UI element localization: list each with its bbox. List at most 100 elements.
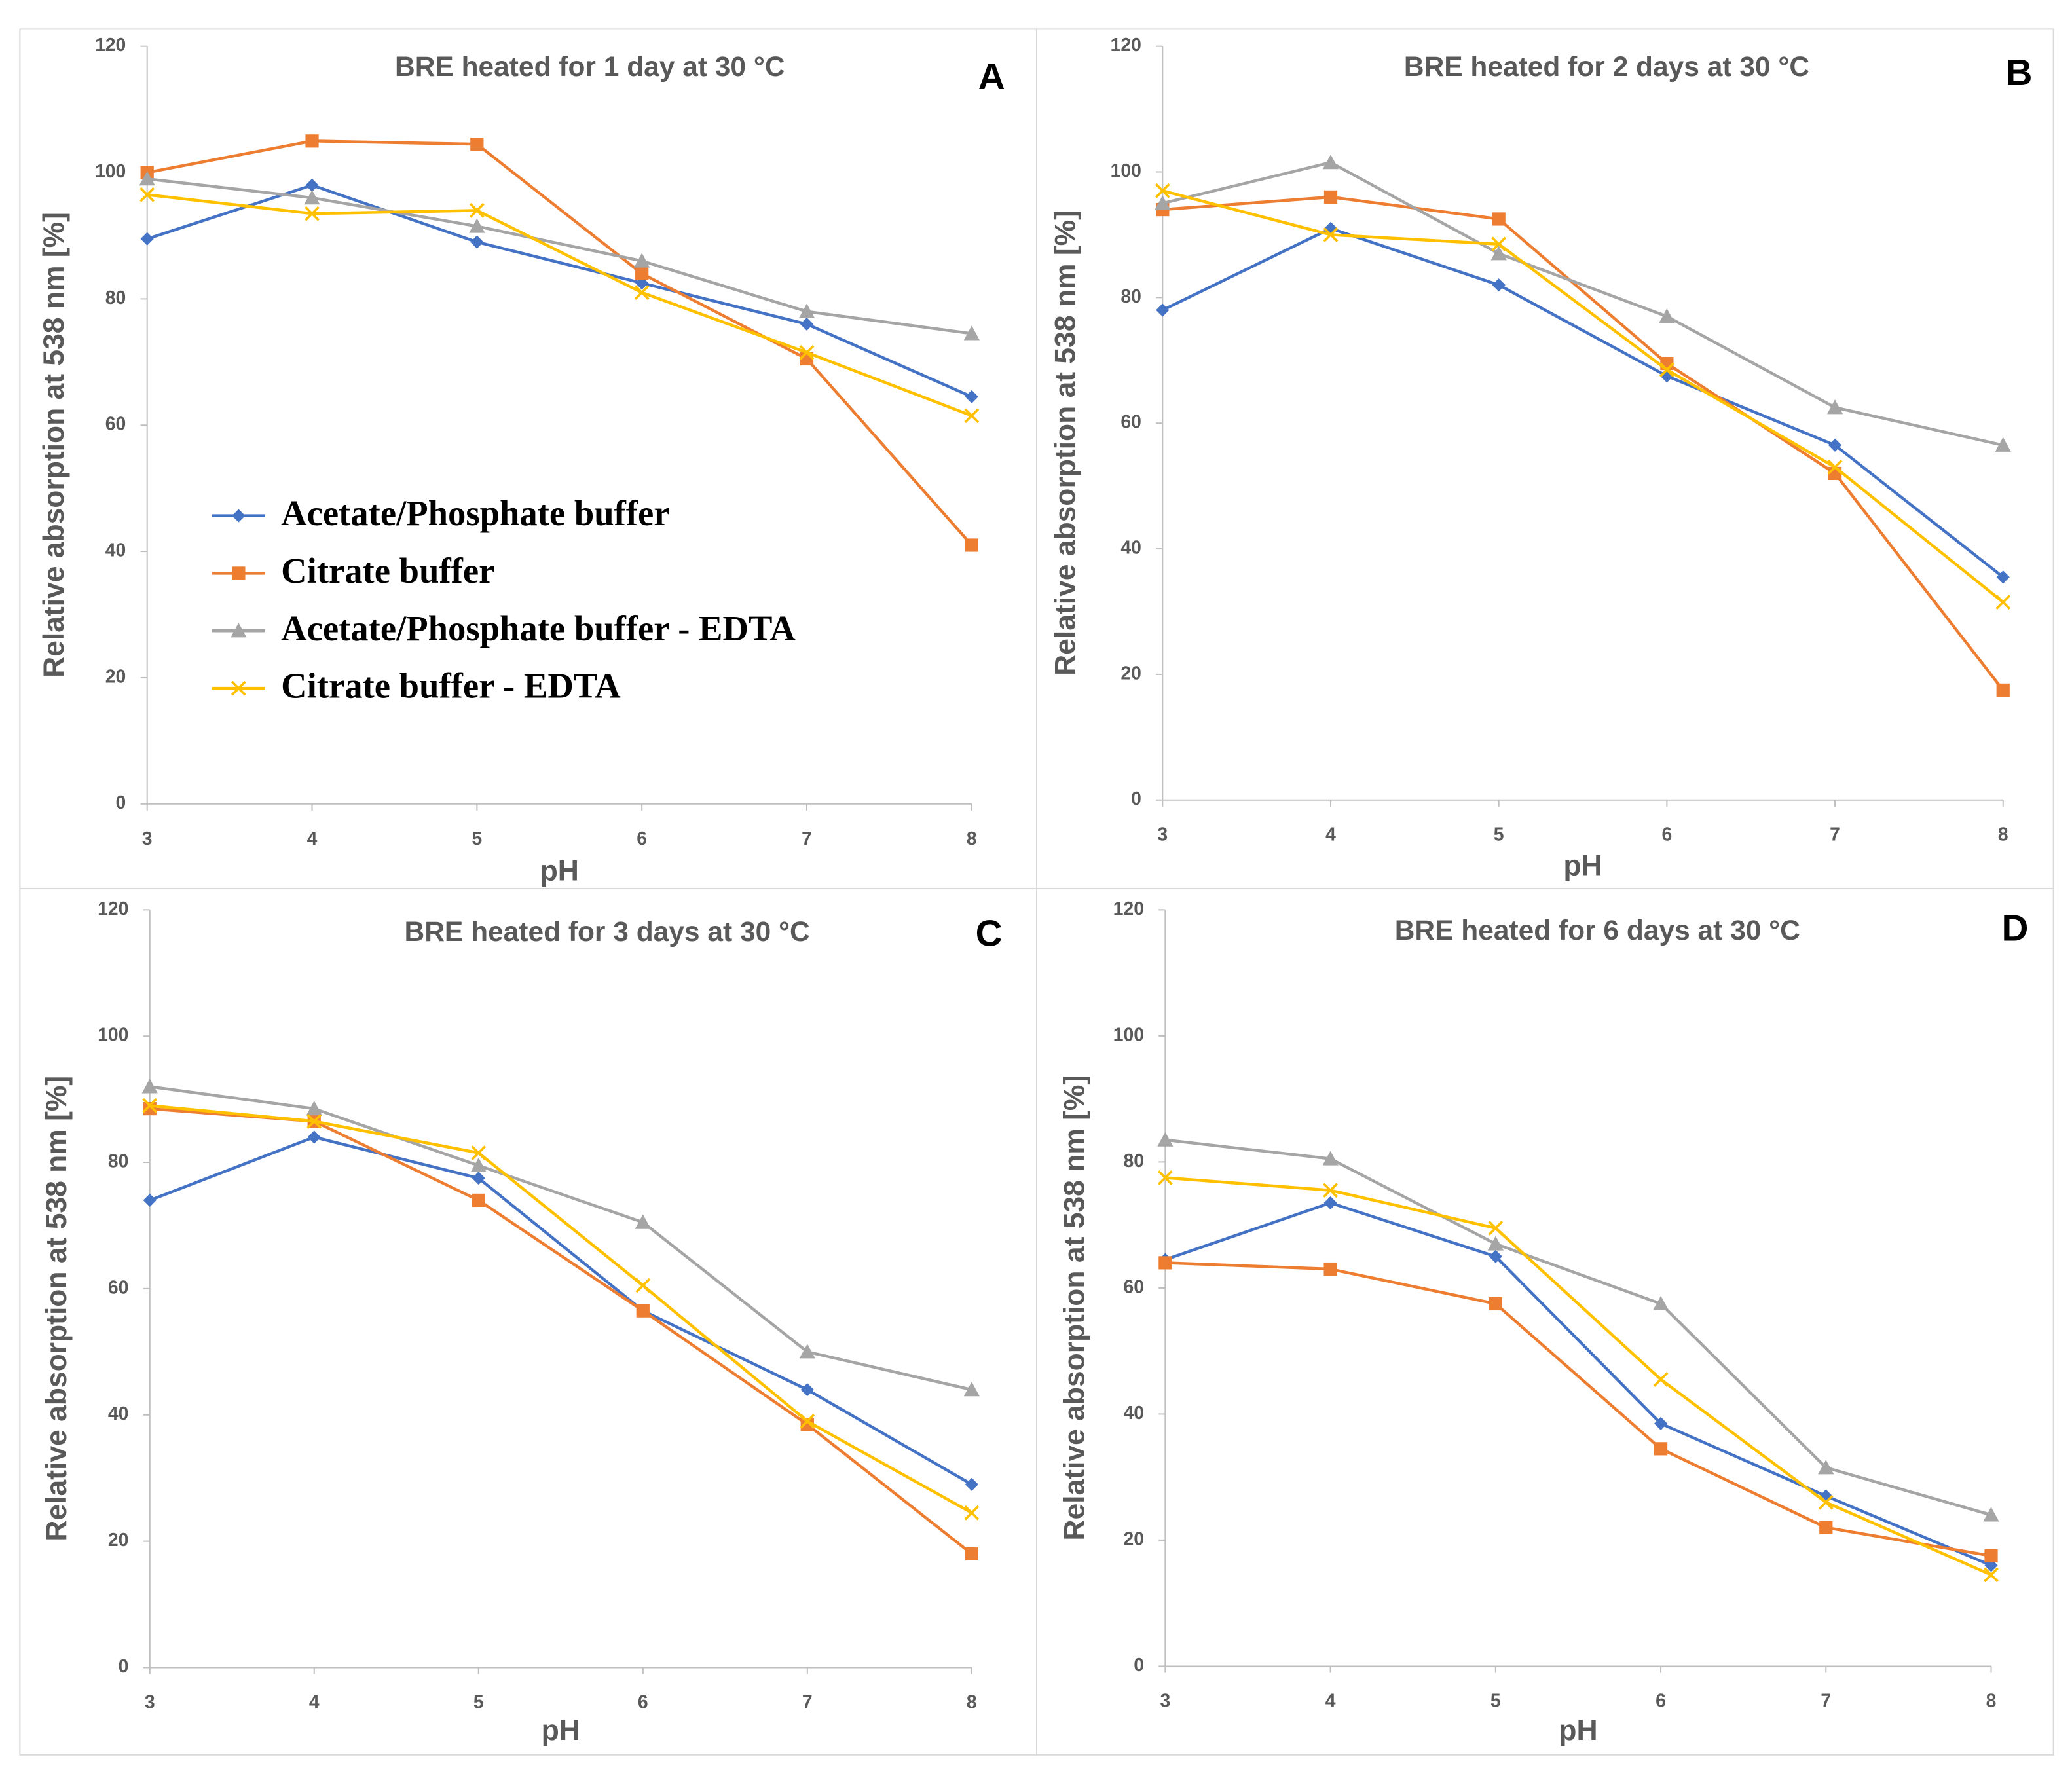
y-tick-label: 0 <box>1134 1654 1144 1675</box>
y-tick-label: 80 <box>108 1151 129 1172</box>
marker <box>965 1477 978 1491</box>
series-line <box>149 1104 972 1515</box>
x-tick-label: 4 <box>307 828 318 849</box>
marker <box>1491 236 1507 252</box>
marker <box>471 1145 487 1160</box>
legend-label: Citrate buffer - EDTA <box>281 666 621 706</box>
marker <box>635 1214 651 1229</box>
series-line <box>149 1085 972 1392</box>
x-tick-label: 3 <box>1157 824 1168 845</box>
marker <box>1157 1170 1173 1185</box>
marker <box>469 203 485 218</box>
marker <box>964 408 980 424</box>
marker <box>798 303 815 318</box>
y-tick-label: 20 <box>1120 662 1141 683</box>
y-tick-label: 60 <box>108 1276 129 1297</box>
y-tick-label: 120 <box>1113 898 1144 919</box>
panel-label: C <box>976 913 1003 954</box>
marker <box>964 1505 980 1521</box>
marker <box>634 253 650 268</box>
y-tick-label: 100 <box>1113 1024 1144 1044</box>
marker <box>470 235 484 249</box>
marker <box>1653 1372 1669 1387</box>
series-line <box>1165 1176 1992 1576</box>
marker <box>1996 683 2010 697</box>
y-tick-label: 100 <box>98 1024 128 1045</box>
legend-label: Citrate buffer <box>281 551 494 591</box>
marker <box>800 1414 815 1429</box>
x-tick-label: 6 <box>638 1691 648 1712</box>
marker <box>139 187 155 202</box>
x-axis-label: pH <box>542 1714 580 1746</box>
marker <box>1155 183 1170 198</box>
y-tick-label: 120 <box>98 898 128 919</box>
marker <box>634 285 650 301</box>
x-tick-label: 8 <box>967 1691 977 1712</box>
marker <box>306 1100 322 1116</box>
x-tick-label: 5 <box>1490 1689 1501 1710</box>
y-axis-label: Relative absorption at 538 nm [%] <box>41 1076 73 1541</box>
y-tick-label: 20 <box>108 1529 129 1550</box>
y-tick-label: 60 <box>1120 411 1141 432</box>
chart-title: BRE heated for 3 days at 30 °C <box>405 916 810 947</box>
marker <box>636 1304 650 1318</box>
marker <box>1322 1151 1339 1166</box>
marker <box>141 1079 158 1094</box>
marker <box>1984 1567 1999 1583</box>
marker <box>1995 595 2011 610</box>
marker <box>799 1344 815 1359</box>
marker <box>231 623 247 638</box>
series-line <box>1165 1261 1991 1558</box>
marker <box>800 1418 814 1431</box>
marker <box>470 138 484 151</box>
series-line <box>1162 195 2005 692</box>
x-tick-label: 8 <box>967 828 977 849</box>
y-axis-label: Relative absorption at 538 nm [%] <box>38 212 70 678</box>
y-tick-label: 120 <box>95 34 126 55</box>
y-tick-label: 60 <box>105 413 126 434</box>
marker <box>1652 1295 1669 1311</box>
x-tick-label: 3 <box>142 828 153 849</box>
chart-title: BRE heated for 1 day at 30 °C <box>395 51 785 82</box>
x-tick-label: 8 <box>1986 1689 1997 1710</box>
marker <box>1996 570 2010 584</box>
y-tick-label: 0 <box>116 792 126 813</box>
y-axis-label: Relative absorption at 538 nm [%] <box>1049 210 1081 676</box>
x-tick-label: 8 <box>1998 824 2008 845</box>
marker <box>1659 308 1675 323</box>
series-line <box>149 1135 972 1486</box>
y-tick-label: 80 <box>1120 286 1141 306</box>
y-tick-label: 60 <box>1123 1276 1144 1297</box>
marker <box>1983 1507 1999 1522</box>
y-tick-label: 0 <box>119 1655 129 1676</box>
y-tick-label: 40 <box>1120 537 1141 558</box>
x-tick-label: 4 <box>1325 824 1336 845</box>
chart-title: BRE heated for 2 days at 30 °C <box>1404 51 1809 82</box>
y-tick-label: 40 <box>1123 1402 1144 1423</box>
y-tick-label: 40 <box>108 1403 129 1424</box>
marker <box>231 680 246 696</box>
marker <box>143 1193 157 1208</box>
marker <box>799 344 815 360</box>
marker <box>1488 1221 1504 1236</box>
marker <box>1654 1416 1668 1430</box>
marker <box>1984 1549 1998 1563</box>
y-tick-label: 20 <box>1123 1528 1144 1549</box>
panel-label: B <box>2006 52 2033 93</box>
series-line <box>1162 160 2004 447</box>
x-tick-label: 3 <box>1160 1689 1170 1710</box>
marker <box>1323 190 1338 204</box>
marker <box>800 1383 814 1397</box>
marker <box>305 206 320 221</box>
marker <box>965 538 978 552</box>
marker <box>142 1098 158 1113</box>
marker <box>1654 1442 1668 1456</box>
marker <box>470 1157 487 1172</box>
y-tick-label: 20 <box>105 665 126 686</box>
marker <box>963 325 980 341</box>
marker <box>1155 195 1171 210</box>
marker <box>1492 212 1506 226</box>
marker <box>1995 437 2011 452</box>
marker <box>965 1547 978 1560</box>
